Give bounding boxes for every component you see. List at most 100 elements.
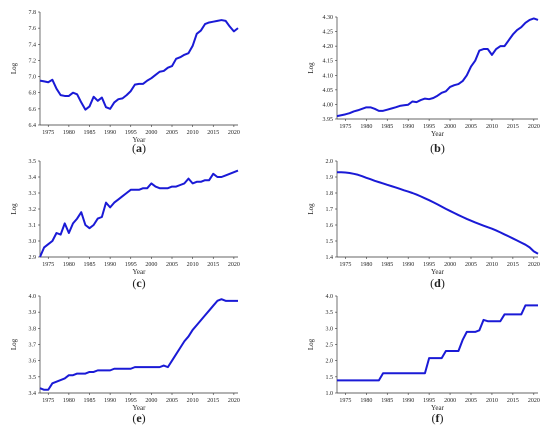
- y-tick-label-b-0: 3.95: [323, 117, 334, 123]
- series-line-e-0: [39, 298, 238, 391]
- x-tick-label-a-9: 2020: [228, 130, 240, 136]
- x-tick-label-b-3: 1990: [402, 124, 414, 130]
- panel-b: 1975 1980 1985 1990 1995 2000 2005 2010 2015 2020…: [307, 15, 540, 155]
- y-tick-label-d-4: 1.8: [326, 191, 334, 197]
- x-tick-label-f-1: 1980: [360, 398, 372, 404]
- y-tick-label-c-4: 3.3: [29, 191, 37, 197]
- x-tick-label-d-4: 1995: [423, 262, 435, 268]
- y-tick-label-f-0: 1.0: [326, 391, 334, 397]
- y-tick-label-f-3: 2.5: [326, 343, 334, 349]
- x-axis-title-f: Year: [431, 404, 445, 412]
- caption-c: (c): [132, 276, 145, 290]
- x-tick-label-f-4: 1995: [423, 398, 435, 404]
- x-tick-label-d-0: 1975: [339, 262, 351, 268]
- x-tick-label-d-7: 2010: [486, 262, 498, 268]
- y-tick-label-d-6: 2.0: [326, 159, 334, 165]
- y-tick-label-a-5: 7.4: [29, 42, 37, 48]
- x-axis-title-b: Year: [431, 130, 445, 138]
- x-tick-label-b-1: 1980: [360, 124, 372, 130]
- series-line-f-0: [337, 304, 538, 382]
- y-tick-label-c-1: 3.0: [29, 239, 37, 245]
- x-tick-label-c-5: 2000: [145, 262, 157, 268]
- x-tick-label-c-8: 2015: [207, 262, 219, 268]
- x-tick-label-f-0: 1975: [339, 398, 351, 404]
- y-tick-label-b-4: 4.15: [323, 59, 334, 65]
- y-tick-label-e-6: 4.0: [29, 294, 37, 300]
- x-tick-label-e-8: 2015: [207, 398, 219, 404]
- x-tick-label-c-3: 1990: [104, 262, 116, 268]
- x-tick-label-c-4: 1995: [125, 262, 137, 268]
- x-tick-label-e-6: 2005: [166, 398, 178, 404]
- x-tick-label-a-5: 2000: [145, 130, 157, 136]
- x-tick-label-b-9: 2020: [528, 124, 540, 130]
- caption-open-paren-e: (: [132, 411, 136, 425]
- caption-letter-c: c: [136, 276, 142, 290]
- y-tick-label-a-2: 6.8: [29, 91, 37, 97]
- panel-a: 1975 1980 1985 1990 1995 2000 2005 2010 2015 2020…: [10, 10, 240, 155]
- y-tick-label-e-2: 3.6: [29, 359, 37, 365]
- x-tick-label-c-2: 1985: [84, 262, 96, 268]
- y-tick-label-e-5: 3.9: [29, 310, 37, 316]
- x-tick-label-d-5: 2000: [444, 262, 456, 268]
- caption-letter-a: a: [136, 141, 142, 155]
- x-tick-label-b-2: 1985: [381, 124, 393, 130]
- x-tick-label-c-7: 2010: [187, 262, 199, 268]
- caption-letter-b: b: [434, 141, 441, 155]
- caption-close-paren-c: ): [142, 276, 146, 290]
- y-tick-label-d-2: 1.6: [326, 223, 334, 229]
- x-tick-label-f-7: 2010: [486, 398, 498, 404]
- x-axis-title-a: Year: [133, 136, 147, 144]
- y-tick-label-b-6: 4.25: [323, 30, 334, 36]
- y-tick-label-b-7: 4.30: [323, 15, 334, 21]
- x-tick-label-f-8: 2015: [507, 398, 519, 404]
- y-tick-label-f-5: 3.5: [326, 310, 334, 316]
- x-tick-label-d-9: 2020: [528, 262, 540, 268]
- x-tick-label-b-4: 1995: [423, 124, 435, 130]
- x-tick-label-b-6: 2005: [465, 124, 477, 130]
- caption-b: (b): [430, 141, 445, 155]
- x-tick-label-f-3: 1990: [402, 398, 414, 404]
- x-tick-label-e-5: 2000: [145, 398, 157, 404]
- x-tick-label-d-2: 1985: [381, 262, 393, 268]
- caption-open-paren-c: (: [132, 276, 136, 290]
- x-tick-label-a-0: 1975: [42, 130, 54, 136]
- y-tick-label-c-6: 3.5: [29, 159, 37, 165]
- panel-f: 1975 1980 1985 1990 1995 2000 2005 2010 2015 2020…: [307, 294, 540, 425]
- caption-close-paren-f: ): [440, 411, 444, 425]
- x-tick-label-d-3: 1990: [402, 262, 414, 268]
- y-axis-title-c: Log: [10, 203, 18, 215]
- panel-c: 1975 1980 1985 1990 1995 2000 2005 2010 2015 2020…: [10, 159, 240, 290]
- y-tick-label-d-0: 1.4: [326, 255, 334, 261]
- y-tick-label-c-3: 3.2: [29, 207, 37, 213]
- x-axis-title-e: Year: [133, 404, 147, 412]
- caption-open-paren-a: (: [132, 141, 136, 155]
- x-tick-label-b-0: 1975: [339, 124, 351, 130]
- x-tick-label-e-7: 2010: [187, 398, 199, 404]
- series-line-d-0: [337, 171, 539, 255]
- x-axis-title-d: Year: [431, 268, 445, 276]
- x-tick-label-f-6: 2005: [465, 398, 477, 404]
- x-tick-label-a-4: 1995: [125, 130, 137, 136]
- x-tick-label-e-0: 1975: [42, 398, 54, 404]
- y-tick-label-d-5: 1.9: [326, 175, 334, 181]
- y-tick-label-b-3: 4.10: [323, 73, 334, 79]
- caption-letter-d: d: [434, 276, 441, 290]
- x-axis-title-c: Year: [133, 268, 147, 276]
- caption-close-paren-a: ): [142, 141, 146, 155]
- series-line-b-0: [336, 17, 539, 118]
- y-tick-label-e-4: 3.8: [29, 326, 37, 332]
- y-tick-label-a-4: 7.2: [29, 58, 37, 64]
- x-tick-label-a-7: 2010: [187, 130, 199, 136]
- y-tick-label-e-0: 3.4: [29, 391, 37, 397]
- caption-open-paren-d: (: [430, 276, 434, 290]
- x-tick-label-e-2: 1985: [84, 398, 96, 404]
- y-tick-label-f-6: 4.0: [326, 294, 334, 300]
- x-tick-label-a-8: 2015: [207, 130, 219, 136]
- x-tick-label-d-1: 1980: [360, 262, 372, 268]
- caption-letter-f: f: [436, 411, 441, 425]
- y-tick-label-d-3: 1.7: [326, 207, 334, 213]
- y-axis-title-b: Log: [307, 62, 315, 74]
- y-tick-label-d-1: 1.5: [326, 239, 334, 245]
- caption-close-paren-e: ): [142, 411, 146, 425]
- y-tick-label-f-2: 2.0: [326, 359, 334, 365]
